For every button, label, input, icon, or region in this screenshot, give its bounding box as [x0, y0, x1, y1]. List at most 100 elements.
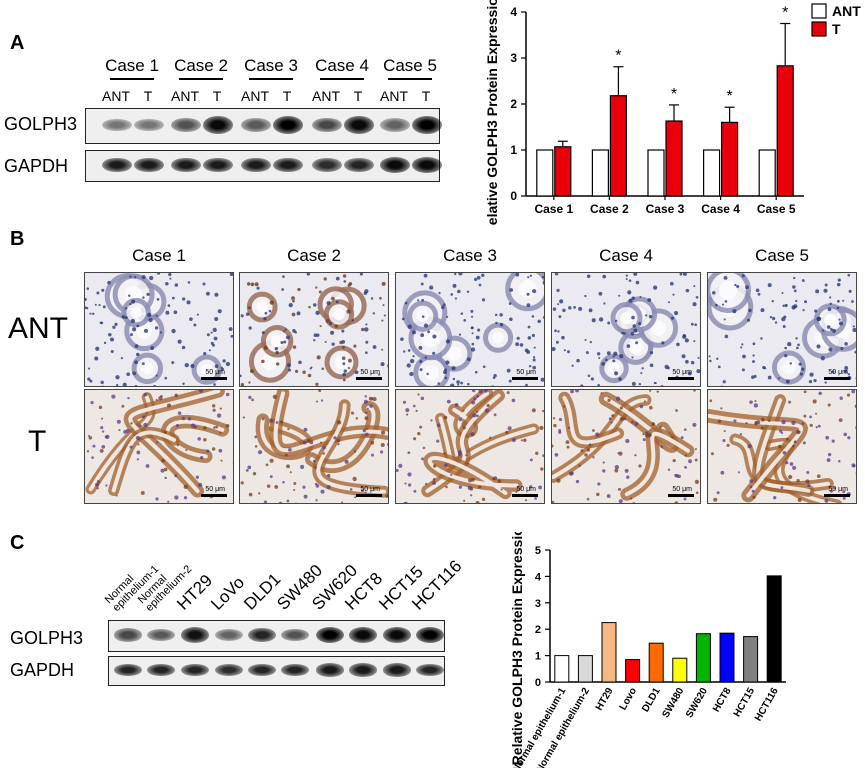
tissue-texture [552, 273, 700, 386]
legend-swatch-ant [811, 3, 827, 19]
x-tick-label: Case 2 [590, 202, 629, 216]
panel-b-label: B [10, 228, 25, 250]
golph3-band [412, 116, 442, 134]
scale-bar-label: 50 μm [360, 369, 380, 376]
case-underline [388, 78, 432, 80]
gapdh-band [171, 157, 201, 173]
gapdh-band [349, 663, 377, 677]
panel-a-label: A [10, 32, 25, 54]
bar [672, 657, 688, 683]
tissue-texture [400, 273, 544, 386]
bar-ant [647, 149, 665, 197]
y-tick-label: 0 [535, 677, 541, 689]
y-tick-label: 3 [535, 598, 541, 610]
scale-bar-label: 50 μm [672, 369, 692, 376]
gapdh-band [241, 157, 271, 173]
gapdh-band [273, 157, 303, 173]
significance-star: * [726, 88, 732, 105]
ihc-image-ant: 50 μm [84, 272, 234, 387]
golph3-band [171, 117, 201, 133]
scale-bar [356, 494, 382, 497]
x-tick-label: Case 3 [646, 202, 685, 216]
chart-a-ylabel: Relative GOLPH3 Protein Expression [484, 0, 500, 225]
scale-bar-label: 50 μm [672, 486, 692, 493]
scale-bar [512, 377, 538, 380]
case-underline [179, 78, 223, 80]
ihc-image-t: 50 μm [395, 389, 545, 504]
y-tick-label: 3 [510, 51, 517, 65]
scale-bar [668, 494, 694, 497]
tissue-texture [708, 390, 856, 503]
y-tick-label: 0 [510, 189, 517, 203]
lane-label: T [353, 88, 363, 104]
lane-label: T [212, 88, 222, 104]
chart-c-ylabel: Relative GOLPH3 Protein Expression [509, 532, 525, 765]
golph3-band [380, 118, 410, 132]
blot-gapdh-c [108, 656, 445, 686]
bar-t [609, 95, 627, 197]
golph3-band [248, 627, 276, 643]
golph3-band [344, 116, 374, 134]
ihc-image-ant: 50 μm [239, 272, 389, 387]
gapdh-band [248, 663, 276, 677]
golph3-band [147, 628, 175, 642]
gapdh-band [416, 663, 444, 677]
legend-label-t: T [832, 21, 841, 37]
case-header-b: Case 3 [443, 246, 497, 265]
gapdh-band [412, 157, 442, 173]
gapdh-band [383, 663, 411, 677]
y-tick-label: 2 [535, 624, 541, 636]
x-tick-label: SW480 [660, 686, 686, 720]
ihc-image-t: 50 μm [84, 389, 234, 504]
scale-bar-label: 50 μm [516, 486, 536, 493]
scale-bar [668, 377, 694, 380]
bar-t [776, 65, 794, 197]
gapdh-band [203, 157, 233, 173]
scale-bar-label: 50 μm [205, 369, 225, 376]
lane-label: ANT [380, 88, 408, 104]
x-tick-label: DLD1 [640, 686, 663, 714]
case-header-b: Case 1 [132, 246, 186, 265]
bar [719, 632, 735, 683]
case-header-b: Case 4 [599, 246, 653, 265]
bar [625, 659, 641, 683]
bar-t [721, 121, 739, 197]
tissue-texture [85, 390, 233, 503]
gapdh-band [380, 157, 410, 173]
case-header: Case 2 [174, 56, 228, 75]
significance-star: * [671, 86, 677, 103]
bar [601, 622, 617, 683]
chart-a: Relative GOLPH3 Protein Expression 0 1 2 3 4… [484, 0, 861, 225]
case-underline [249, 78, 293, 80]
golph3-band [383, 627, 411, 643]
case-header-b: Case 5 [755, 246, 809, 265]
gapdh-band [344, 157, 374, 173]
case-header: Case 4 [315, 56, 369, 75]
tissue-texture [552, 390, 700, 503]
significance-star: * [615, 48, 621, 65]
chart-a-legend: ANT T [811, 3, 861, 37]
bar [766, 575, 782, 683]
chart-c: Relative GOLPH3 Protein Expression 0 1 2 3 4… [509, 532, 786, 768]
gapdh-label: GAPDH [4, 156, 69, 176]
golph3-band [215, 628, 243, 641]
scale-bar-label: 50 μm [360, 486, 380, 493]
case-header-b: Case 2 [287, 246, 341, 265]
scale-bar-label: 50 μm [828, 369, 848, 376]
panel-c-label: C [10, 532, 25, 554]
row-label-t: T [28, 425, 47, 458]
case-header: Case 5 [383, 56, 437, 75]
golph3-band [241, 118, 271, 132]
blot-gapdh-a [85, 150, 442, 182]
golph3-band [203, 116, 233, 134]
ihc-image-t: 50 μm [707, 389, 857, 504]
scale-bar [201, 494, 227, 497]
bar-t [554, 146, 572, 197]
y-tick-label: 1 [535, 651, 541, 663]
ihc-image-t: 50 μm [551, 389, 701, 504]
case-underline [110, 78, 154, 80]
bar [743, 636, 759, 683]
gapdh-band [215, 663, 243, 677]
gapdh-band [316, 663, 344, 677]
scale-bar [824, 377, 850, 380]
